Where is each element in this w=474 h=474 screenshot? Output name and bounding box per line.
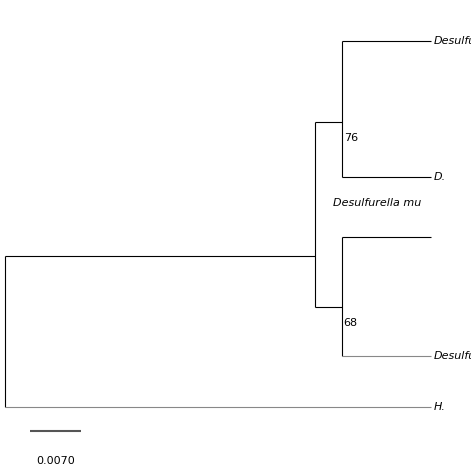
Text: D.: D.	[434, 173, 446, 182]
Text: 76: 76	[344, 133, 358, 143]
Text: Desulfur: Desulfur	[434, 36, 474, 46]
Text: 0.0070: 0.0070	[36, 456, 74, 466]
Text: H.: H.	[434, 402, 446, 412]
Text: 68: 68	[344, 318, 358, 328]
Text: Desulfurella mu: Desulfurella mu	[333, 198, 421, 208]
Text: Desulfurella: Desulfurella	[434, 351, 474, 361]
